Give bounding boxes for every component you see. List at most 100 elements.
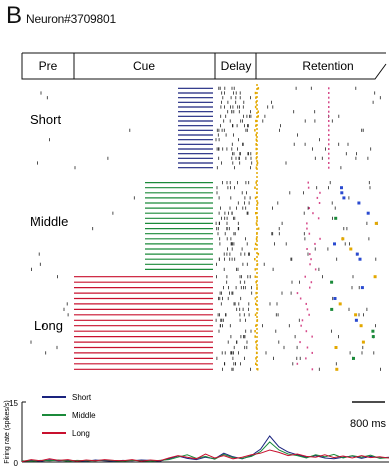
delay-marker — [255, 357, 257, 360]
y-tick-label-15: 15 — [9, 399, 18, 408]
retention-marker — [330, 307, 334, 311]
retention-marker — [330, 280, 334, 284]
retention-marker — [371, 329, 375, 333]
retention-marker — [304, 275, 306, 278]
delay-marker — [255, 124, 257, 127]
retention-marker — [316, 196, 319, 199]
delay-marker — [255, 133, 257, 137]
delay-marker — [256, 161, 259, 165]
delay-marker — [256, 217, 258, 220]
retention-marker — [328, 129, 330, 132]
delay-marker — [255, 302, 257, 306]
retention-marker — [335, 367, 339, 371]
delay-marker — [257, 227, 260, 230]
delay-marker — [254, 105, 257, 109]
delay-marker — [255, 143, 257, 146]
delay-marker — [255, 346, 258, 349]
retention-marker — [328, 157, 330, 160]
neuron-id: Neuron#3709801 — [26, 12, 116, 26]
retention-marker — [357, 201, 361, 205]
delay-marker — [255, 281, 257, 284]
retention-marker — [306, 248, 308, 250]
retention-marker — [328, 106, 330, 108]
retention-marker — [311, 368, 314, 371]
retention-marker — [333, 242, 336, 246]
retention-marker — [374, 221, 378, 225]
scale-bar-label: 800 ms — [350, 418, 387, 430]
retention-marker — [338, 302, 342, 306]
retention-marker — [308, 207, 310, 210]
retention-marker — [354, 313, 358, 317]
raster-plot — [30, 84, 382, 372]
delay-marker — [254, 268, 257, 271]
delay-marker — [254, 242, 257, 246]
retention-marker — [360, 286, 364, 290]
retention-marker — [333, 297, 337, 300]
delay-marker — [254, 186, 256, 189]
rate-line-long — [21, 449, 389, 463]
retention-marker — [371, 335, 375, 339]
delay-marker — [255, 324, 257, 327]
retention-marker — [354, 318, 358, 322]
retention-marker — [310, 258, 312, 261]
delay-marker — [254, 129, 256, 132]
y-tick-label-0: 0 — [14, 459, 19, 468]
delay-marker — [254, 247, 256, 251]
retention-marker — [328, 162, 330, 164]
retention-marker — [340, 191, 344, 195]
retention-marker — [319, 191, 321, 194]
retention-marker — [328, 143, 330, 146]
delay-marker — [255, 101, 257, 104]
legend: Short Middle Long — [42, 393, 96, 438]
retention-marker — [305, 302, 307, 305]
retention-marker — [299, 297, 302, 300]
retention-marker — [306, 308, 309, 311]
condition-label-middle: Middle — [30, 214, 68, 229]
delay-marker — [254, 335, 256, 338]
retention-marker — [306, 222, 308, 225]
delay-marker — [254, 258, 256, 261]
retention-marker — [373, 275, 377, 279]
retention-marker — [307, 181, 309, 184]
retention-marker — [306, 227, 308, 230]
retention-marker — [328, 92, 330, 94]
retention-marker — [358, 257, 362, 261]
retention-marker — [328, 87, 330, 90]
retention-marker — [309, 253, 311, 256]
delay-marker — [257, 252, 260, 256]
legend-label-long: Long — [72, 429, 90, 438]
retention-marker — [342, 196, 346, 200]
retention-marker — [309, 263, 311, 266]
delay-marker — [255, 96, 257, 99]
retention-marker — [311, 335, 313, 338]
retention-marker — [328, 166, 330, 169]
retention-marker — [317, 217, 320, 220]
delay-marker — [254, 91, 257, 95]
legend-label-middle: Middle — [72, 411, 96, 420]
retention-marker — [319, 237, 321, 240]
firing-rate-plot: 15 0 Firing rate (spikes/s) Short Middle… — [4, 393, 389, 468]
retention-marker — [341, 237, 345, 241]
retention-marker — [307, 186, 310, 189]
retention-marker — [359, 324, 363, 328]
retention-marker — [328, 138, 330, 141]
retention-marker — [314, 242, 316, 245]
retention-marker — [299, 341, 301, 344]
delay-marker — [255, 166, 258, 169]
delay-marker — [254, 297, 257, 300]
delay-marker — [256, 201, 259, 205]
retention-marker — [352, 356, 355, 360]
retention-marker — [334, 346, 338, 349]
retention-marker — [349, 247, 353, 251]
retention-marker — [328, 148, 330, 150]
delay-marker — [255, 138, 258, 141]
retention-marker — [300, 324, 302, 327]
panel-letter: B — [6, 2, 23, 29]
retention-marker — [296, 362, 299, 365]
delay-marker — [255, 119, 257, 123]
epoch-header: Pre Cue Delay Retention — [21, 52, 387, 80]
delay-marker — [255, 181, 257, 184]
retention-marker — [328, 124, 330, 127]
